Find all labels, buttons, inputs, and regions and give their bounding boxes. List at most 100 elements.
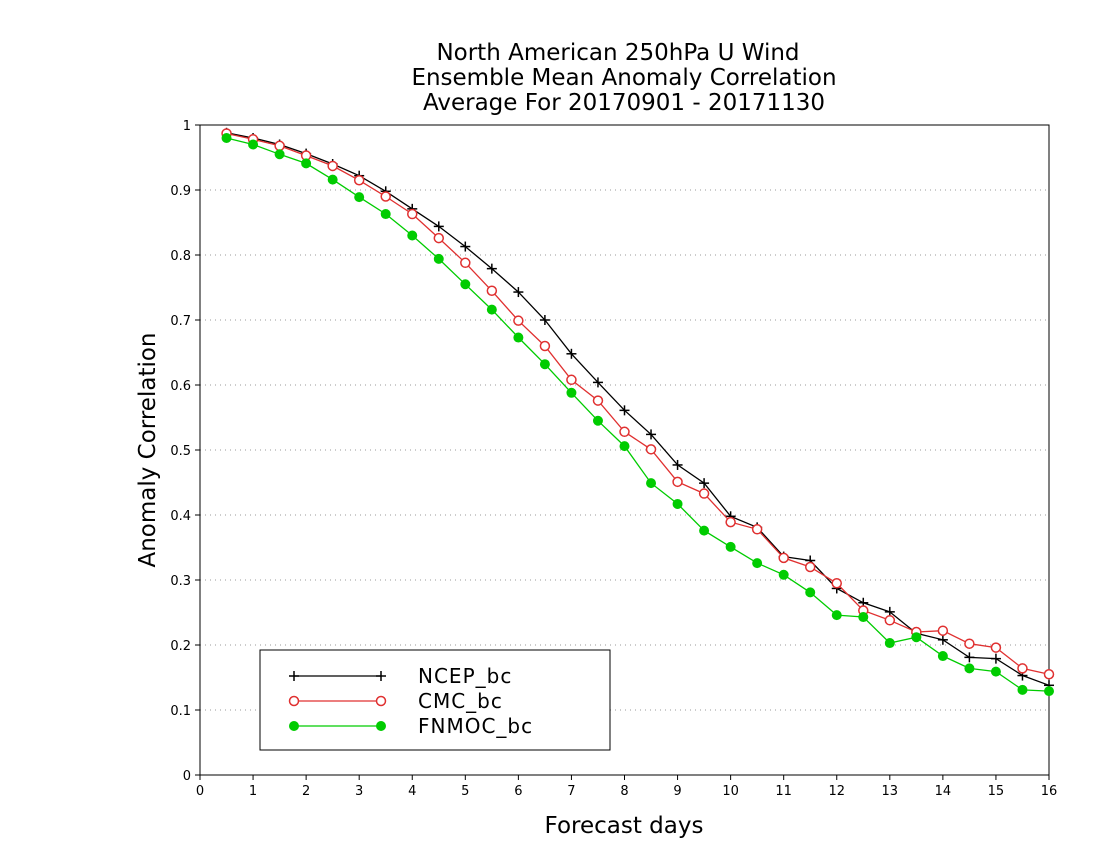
data-point-fnmoc-bc: [619, 441, 630, 452]
legend-label-fnmoc-bc: FNMOC_bc: [418, 714, 533, 738]
data-point-fnmoc-bc: [699, 525, 710, 536]
x-tick-label: 0: [196, 784, 204, 799]
x-tick-label: 5: [461, 784, 469, 799]
data-point-fnmoc-bc: [964, 663, 975, 674]
data-point-fnmoc-bc: [725, 541, 736, 552]
x-tick-label: 1: [249, 784, 257, 799]
y-tick-label: 0.8: [170, 249, 191, 264]
x-tick-label: 8: [620, 784, 628, 799]
data-point-fnmoc-bc: [301, 158, 312, 169]
data-point-cmc-bc: [725, 516, 736, 528]
data-point-ncep-bc: [592, 377, 603, 388]
data-point-cmc-bc: [513, 315, 524, 326]
series-cmc-bc: [221, 128, 1055, 680]
data-point-fnmoc-bc: [433, 253, 444, 264]
y-tick-labels: 0 0.1 0.2 0.3 0.4 0.5 0.6 0.7 0.8 0.9 1: [170, 119, 191, 784]
y-tick-label: 1: [183, 119, 191, 134]
data-point-cmc-bc: [778, 552, 789, 564]
legend-label-cmc-bc: CMC_bc: [418, 689, 503, 713]
legend-label-ncep-bc: NCEP_bc: [418, 664, 512, 688]
data-point-fnmoc-bc: [990, 666, 1001, 677]
data-point-cmc-bc: [274, 140, 285, 152]
data-point-ncep-bc: [964, 652, 975, 663]
y-tick-label: 0.1: [170, 704, 191, 719]
data-point-cmc-bc: [698, 488, 710, 499]
data-point-fnmoc-bc: [778, 569, 789, 580]
data-point-ncep-bc: [539, 315, 550, 325]
data-point-ncep-bc: [513, 287, 524, 298]
series-fnmoc-bc: [221, 133, 1054, 697]
data-point-fnmoc-bc: [646, 478, 657, 489]
data-point-cmc-bc: [380, 191, 391, 202]
data-point-fnmoc-bc: [858, 612, 869, 623]
data-point-fnmoc-bc: [380, 209, 391, 220]
x-tick-label: 10: [722, 784, 739, 799]
data-point-fnmoc-bc: [539, 359, 550, 370]
data-point-cmc-bc: [990, 642, 1002, 653]
data-point-ncep-bc: [486, 263, 497, 274]
x-tick-label: 7: [567, 784, 575, 799]
legend-marker-ncep-bc: [376, 671, 386, 681]
legend-entry-cmc-bc: CMC_bc: [288, 689, 503, 713]
data-point-fnmoc-bc: [831, 610, 842, 621]
chart-title-line-3: Average For 20170901 - 20171130: [423, 90, 825, 116]
x-tick-label: 16: [1041, 784, 1058, 799]
x-tick-label: 13: [882, 784, 899, 799]
data-point-cmc-bc: [566, 374, 577, 386]
data-point-fnmoc-bc: [513, 332, 524, 343]
data-point-fnmoc-bc: [1017, 684, 1028, 695]
series-line-fnmoc-bc: [226, 137, 1050, 692]
x-tick-label: 12: [828, 784, 845, 799]
x-tick-label: 9: [673, 784, 681, 799]
data-point-cmc-bc: [619, 426, 630, 438]
data-point-fnmoc-bc: [327, 174, 338, 185]
data-point-fnmoc-bc: [407, 230, 418, 241]
data-point-cmc-bc: [353, 175, 365, 186]
data-point-fnmoc-bc: [592, 415, 603, 426]
data-point-fnmoc-bc: [884, 638, 895, 649]
data-point-cmc-bc: [592, 395, 604, 406]
x-tick-labels: 0 1 2 3 4 5 6 7 8 9 10 11 12 13 14 15 16: [196, 784, 1057, 799]
data-point-cmc-bc: [751, 524, 763, 535]
x-tick-label: 6: [514, 784, 522, 799]
data-point-ncep-bc: [619, 405, 630, 416]
axis-ticks: [195, 124, 1050, 780]
y-tick-label: 0.9: [170, 184, 191, 199]
data-point-cmc-bc: [407, 208, 418, 220]
y-tick-label: 0.4: [170, 509, 191, 524]
data-point-fnmoc-bc: [911, 632, 922, 643]
data-point-cmc-bc: [1043, 669, 1055, 680]
series-line-ncep-bc: [226, 132, 1050, 686]
series-ncep-bc: [221, 127, 1054, 691]
data-point-cmc-bc: [645, 444, 657, 455]
data-point-fnmoc-bc: [937, 651, 948, 662]
data-point-fnmoc-bc: [248, 139, 259, 150]
data-point-ncep-bc: [699, 478, 710, 489]
data-point-fnmoc-bc: [221, 133, 232, 143]
data-point-cmc-bc: [937, 625, 949, 636]
y-tick-label: 0: [183, 769, 191, 784]
data-point-cmc-bc: [460, 257, 471, 269]
y-tick-label: 0.5: [170, 444, 191, 459]
data-point-fnmoc-bc: [672, 498, 683, 509]
data-point-cmc-bc: [884, 615, 896, 626]
data-point-cmc-bc: [831, 578, 842, 589]
data-point-ncep-bc: [990, 653, 1001, 664]
data-point-fnmoc-bc: [460, 279, 471, 290]
data-point-cmc-bc: [964, 638, 975, 649]
legend-marker-fnmoc-bc: [376, 721, 386, 731]
data-point-cmc-bc: [672, 476, 683, 488]
legend-entry-fnmoc-bc: FNMOC_bc: [289, 714, 533, 738]
chart-title: North American 250hPa U Wind Ensemble Me…: [411, 40, 836, 116]
data-point-fnmoc-bc: [805, 587, 816, 598]
x-tick-label: 2: [302, 784, 310, 799]
data-point-ncep-bc: [937, 634, 948, 645]
y-axis-label: Anomaly Correlation: [135, 332, 161, 567]
data-point-fnmoc-bc: [354, 192, 365, 203]
legend-marker-fnmoc-bc: [289, 721, 299, 731]
x-axis-label: Forecast days: [545, 813, 704, 839]
y-tick-label: 0.7: [170, 314, 191, 329]
data-point-cmc-bc: [539, 340, 551, 352]
